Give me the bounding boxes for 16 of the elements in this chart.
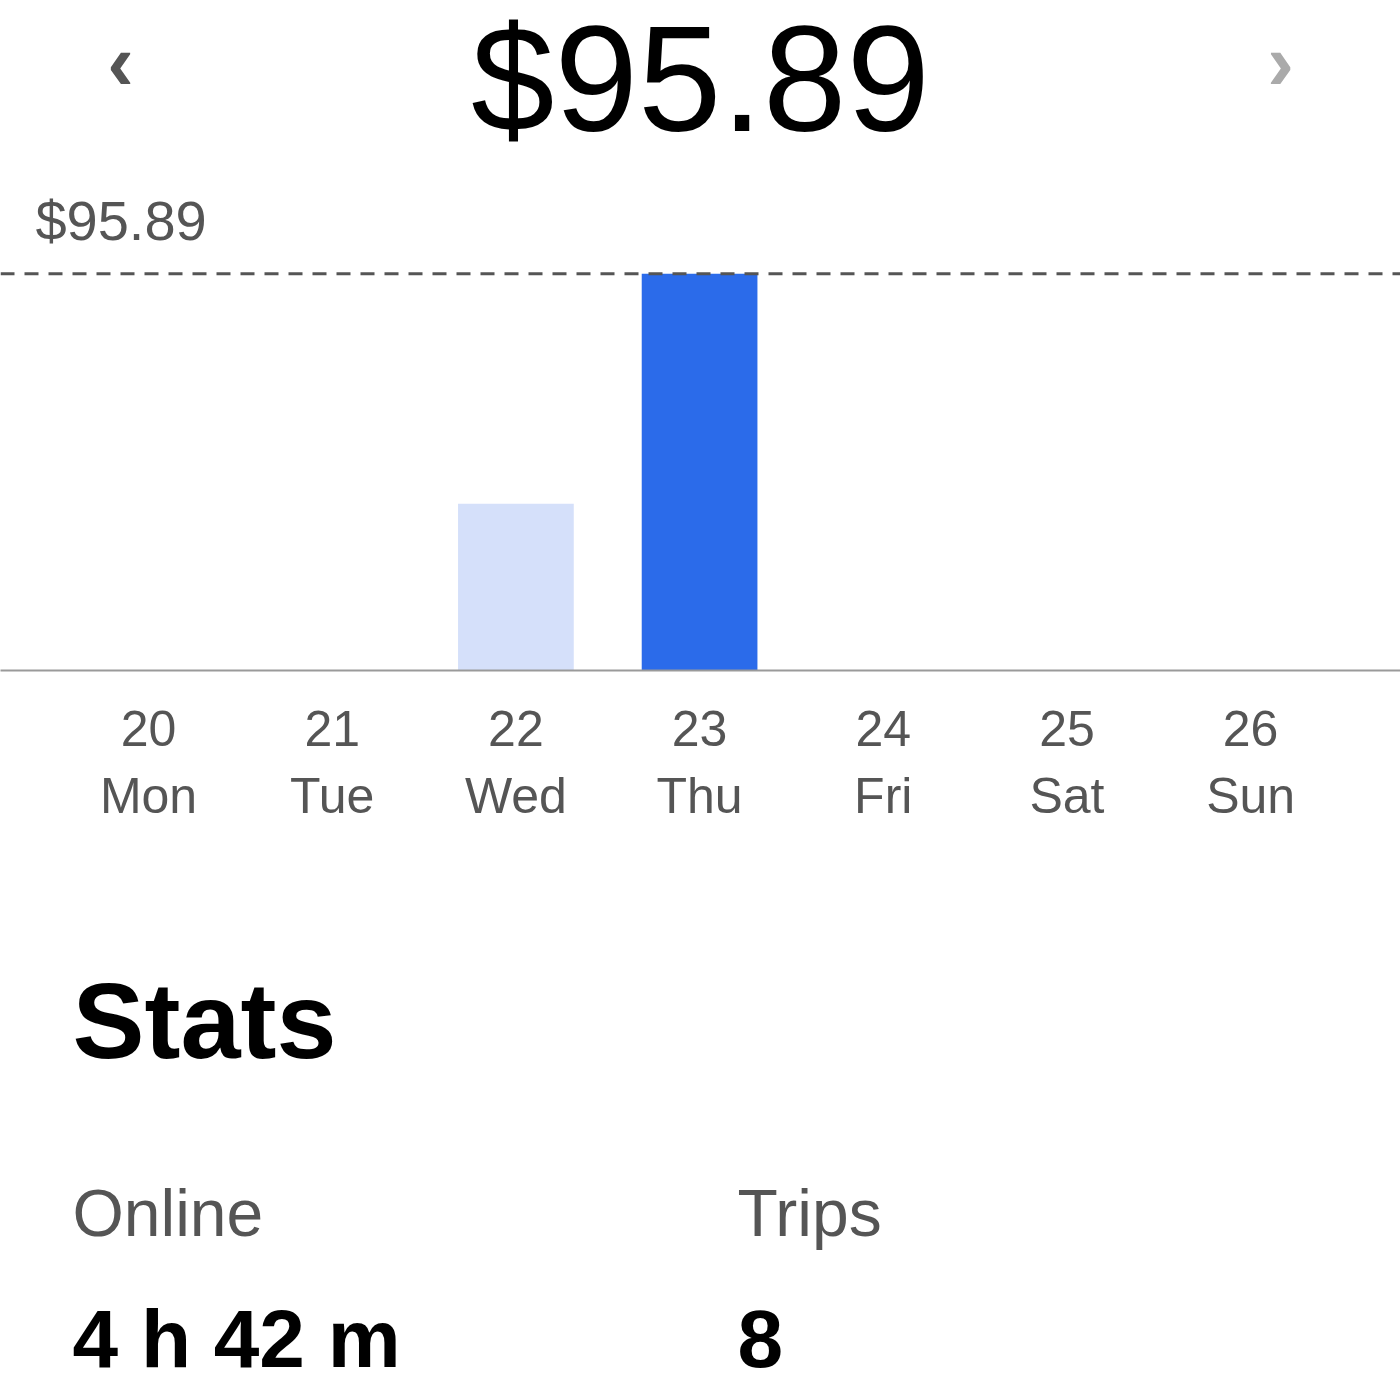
text: ‹ <box>107 18 134 107</box>
x-tick-label: 21 Tue <box>290 700 375 824</box>
text: 8 <box>737 1293 784 1384</box>
x-tick-label: 23 Thu <box>656 700 743 824</box>
text: › <box>1267 18 1294 107</box>
x-tick-label: 20 Mon <box>99 700 198 824</box>
text: 4 h 42 m <box>72 1293 401 1384</box>
text: Stats <box>72 960 337 1081</box>
x-tick-label: 25 Sat <box>1029 700 1105 824</box>
x-tick-label: 26 Sun <box>1206 700 1296 824</box>
annotation: $95.89 <box>35 188 207 252</box>
chart-title: $95.89 <box>471 0 930 163</box>
text: Trips <box>737 1175 882 1250</box>
x-tick-label: 24 Fri <box>854 700 913 824</box>
text: Online <box>72 1175 264 1250</box>
x-tick-label: 22 Wed <box>464 700 567 824</box>
